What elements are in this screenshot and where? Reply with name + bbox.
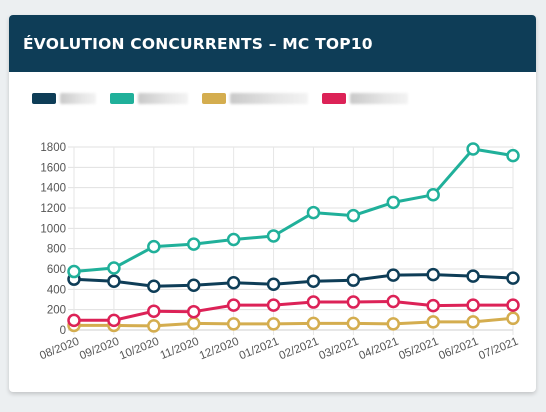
y-tick-label: 1400	[40, 183, 66, 195]
x-tick-label: 06/2021	[437, 336, 480, 363]
series-line-2	[72, 147, 515, 273]
data-point	[426, 188, 440, 202]
data-point	[386, 268, 401, 282]
data-point	[226, 317, 241, 331]
y-tick-label: 400	[47, 284, 66, 296]
data-point	[266, 298, 281, 312]
data-point	[67, 313, 81, 328]
legend-item[interactable]	[202, 92, 308, 104]
data-point	[386, 294, 401, 309]
data-point	[306, 274, 321, 288]
y-tick-label: 600	[47, 264, 66, 276]
legend-label-blurred	[350, 92, 408, 104]
data-point	[186, 316, 201, 331]
x-tick-label: 12/2020	[198, 336, 241, 363]
y-tick-label: 1600	[40, 162, 66, 174]
data-point	[147, 279, 161, 294]
data-point	[266, 317, 281, 331]
x-tick-label: 10/2020	[118, 336, 161, 363]
data-point	[386, 195, 401, 210]
x-tick-label: 08/2020	[38, 336, 81, 363]
series-line-4	[72, 300, 515, 322]
x-tick-label: 05/2021	[397, 336, 440, 363]
data-point	[346, 273, 361, 287]
x-tick-label: 11/2020	[159, 336, 201, 362]
y-tick-label: 1200	[40, 203, 66, 215]
data-point	[147, 319, 161, 333]
data-point	[67, 264, 81, 279]
legend-swatch	[110, 92, 134, 104]
data-point	[186, 304, 201, 319]
data-point	[386, 317, 401, 331]
legend-swatch	[32, 92, 56, 104]
legend-item[interactable]	[110, 92, 188, 104]
chart-legend	[32, 91, 422, 105]
y-tick-label: 1800	[40, 142, 66, 154]
legend-label-blurred	[138, 92, 188, 104]
data-point	[426, 315, 440, 329]
series-line-1	[72, 273, 515, 288]
series-line-3	[72, 316, 515, 328]
legend-item[interactable]	[32, 92, 96, 104]
data-point	[506, 298, 520, 312]
data-point	[147, 304, 161, 318]
y-tick-label: 200	[47, 305, 66, 317]
data-point	[506, 148, 520, 163]
data-point	[506, 311, 520, 326]
legend-item[interactable]	[322, 92, 408, 104]
legend-swatch	[202, 92, 226, 104]
data-point	[466, 269, 480, 283]
data-point	[226, 232, 241, 247]
data-point	[226, 298, 241, 312]
legend-swatch	[322, 92, 346, 104]
card-header: ÉVOLUTION CONCURRENTS – MC TOP10	[9, 15, 536, 72]
x-tick-label: 04/2021	[357, 336, 400, 363]
y-tick-label: 1000	[40, 223, 66, 235]
x-tick-label: 03/2021	[317, 336, 360, 363]
data-point	[266, 229, 281, 243]
data-point	[426, 298, 440, 313]
data-point	[107, 313, 121, 328]
data-point	[226, 275, 241, 290]
data-point	[506, 271, 520, 285]
x-tick-label: 01/2021	[238, 336, 281, 363]
legend-label-blurred	[60, 92, 96, 104]
x-tick-label: 02/2021	[278, 336, 321, 363]
data-point	[306, 316, 321, 331]
data-point	[426, 267, 440, 282]
data-point	[306, 205, 321, 220]
data-point	[266, 277, 281, 291]
data-point	[107, 274, 121, 288]
data-point	[346, 208, 361, 223]
legend-label-blurred	[230, 92, 308, 104]
data-point	[466, 315, 480, 329]
data-point	[346, 295, 361, 309]
y-tick-label: 800	[47, 244, 66, 256]
data-point	[186, 237, 201, 251]
x-tick-label: 09/2020	[78, 336, 121, 363]
data-point	[147, 239, 161, 254]
data-point	[466, 142, 480, 156]
data-point	[107, 261, 121, 275]
data-point	[306, 295, 321, 309]
data-point	[186, 278, 201, 293]
x-tick-label: 07/2021	[477, 336, 520, 363]
card-title: ÉVOLUTION CONCURRENTS – MC TOP10	[23, 34, 373, 53]
data-point	[466, 298, 480, 312]
y-tick-label: 0	[60, 325, 66, 337]
data-point	[346, 316, 361, 331]
